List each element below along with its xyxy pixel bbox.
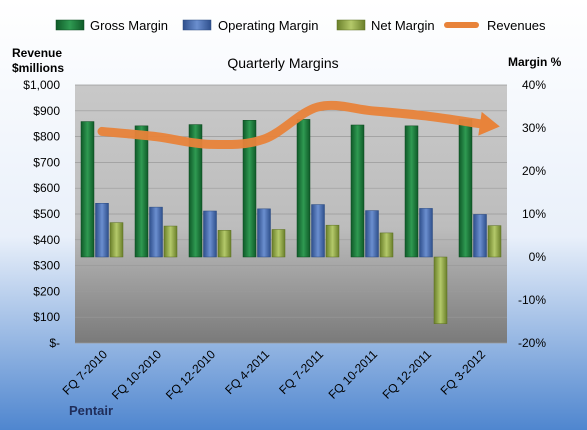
- net-margin-bar: [325, 224, 340, 258]
- left-tick-label: $300: [33, 259, 60, 273]
- left-tick-label: $800: [33, 130, 60, 144]
- right-tick-label: 40%: [522, 78, 546, 92]
- legend: Gross Margin Operating Margin Net Margin…: [55, 18, 546, 33]
- left-tick-label: $600: [33, 181, 60, 195]
- right-axis-ticks: -20% -10% 0% 10% 20% 30% 40%: [518, 78, 546, 350]
- company-name: Pentair: [69, 403, 113, 418]
- legend-swatch-operating-margin: [182, 19, 212, 31]
- right-tick-label: 0%: [529, 250, 547, 264]
- operating-margin-bar: [95, 203, 109, 258]
- net-margin-bar: [217, 230, 232, 258]
- legend-item-gross-margin: Gross Margin: [55, 18, 168, 33]
- operating-margin-bar: [419, 208, 433, 258]
- right-tick-label: -20%: [518, 336, 546, 350]
- left-tick-label: $1,000: [23, 78, 60, 92]
- left-tick-label: $200: [33, 284, 60, 298]
- left-tick-label: $100: [33, 310, 60, 324]
- gross-margin-bar: [80, 121, 95, 258]
- net-margin-bar: [163, 225, 178, 258]
- legend-label-net-margin: Net Margin: [371, 18, 435, 33]
- bars-group: [80, 119, 502, 324]
- legend-item-operating-margin: Operating Margin: [182, 18, 318, 33]
- gross-margin-bar: [350, 124, 365, 258]
- net-margin-bar: [487, 225, 502, 258]
- revenue-line-arrowhead: [478, 111, 500, 136]
- left-axis-ticks: $- $100 $200 $300 $400 $500 $600 $700 $800 $900 $1…: [23, 78, 60, 350]
- net-margin-bar: [379, 232, 394, 258]
- operating-margin-bar: [473, 214, 487, 258]
- left-axis-title-line1: Revenue: [12, 46, 62, 60]
- operating-margin-bar: [257, 208, 271, 258]
- net-margin-bar: [271, 229, 286, 258]
- operating-margin-bar: [365, 210, 379, 258]
- left-tick-label: $700: [33, 155, 60, 169]
- revenue-line-group: [97, 100, 500, 150]
- left-axis-title-line2: $millions: [12, 61, 64, 75]
- legend-swatch-net-margin: [336, 19, 366, 31]
- left-tick-label: $500: [33, 207, 60, 221]
- chart-title: Quarterly Margins: [227, 55, 338, 71]
- gross-margin-bar: [458, 119, 473, 258]
- right-tick-label: 20%: [522, 164, 546, 178]
- revenue-line: [97, 100, 485, 150]
- right-tick-label: 10%: [522, 207, 546, 221]
- operating-margin-bar: [149, 206, 163, 258]
- right-tick-label: 30%: [522, 121, 546, 135]
- left-tick-label: $900: [33, 104, 60, 118]
- gross-margin-bar: [242, 120, 257, 258]
- legend-item-revenues: Revenues: [444, 18, 546, 33]
- net-margin-bar: [109, 222, 124, 258]
- left-tick-label: $400: [33, 233, 60, 247]
- gross-margin-bar: [404, 125, 419, 258]
- legend-label-operating-margin: Operating Margin: [218, 18, 318, 33]
- left-tick-label: $-: [49, 336, 60, 350]
- gross-margin-bar: [188, 124, 203, 258]
- legend-swatch-gross-margin: [55, 19, 85, 31]
- net-margin-bar: [433, 256, 448, 324]
- legend-label-revenues: Revenues: [487, 18, 546, 33]
- operating-margin-bar: [311, 204, 325, 258]
- operating-margin-bar: [203, 210, 217, 258]
- legend-item-net-margin: Net Margin: [336, 18, 435, 33]
- right-axis-title: Margin %: [508, 55, 562, 69]
- gross-margin-bar: [134, 125, 149, 258]
- gross-margin-bar: [296, 119, 311, 258]
- right-tick-label: -10%: [518, 293, 546, 307]
- legend-label-gross-margin: Gross Margin: [90, 18, 168, 33]
